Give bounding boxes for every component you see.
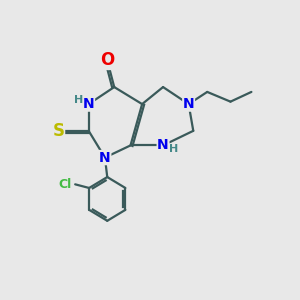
Text: N: N	[183, 97, 194, 111]
Text: S: S	[52, 122, 64, 140]
Text: N: N	[83, 97, 94, 111]
Text: N: N	[157, 138, 169, 152]
Text: H: H	[169, 144, 178, 154]
Text: O: O	[100, 51, 114, 69]
Text: H: H	[74, 95, 83, 105]
Text: N: N	[99, 151, 111, 165]
Text: Cl: Cl	[58, 178, 72, 191]
